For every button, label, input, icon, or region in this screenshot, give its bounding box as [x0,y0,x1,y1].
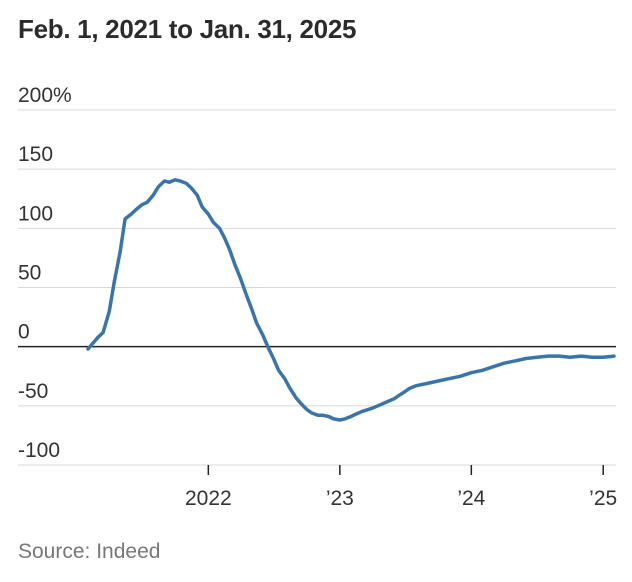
x-tick-label: ’25 [589,487,617,510]
x-tick-label: ’24 [457,487,485,510]
source-note: Source: Indeed [18,540,161,563]
series-lines [86,178,616,422]
y-tick-label: 50 [18,262,41,285]
x-axis-ticks: 2022 ’23 ’24 ’25 [185,465,617,510]
line-chart: 200% 150 100 50 0 -50 -100 2022 ’23 ’24 ’25 [18,84,617,510]
x-tick-label: 2022 [185,487,232,510]
y-tick-label: 100 [18,202,53,225]
y-tick-label: 0 [18,321,30,344]
y-axis-ticks: 200% 150 100 50 0 -50 -100 [18,84,72,462]
chart-title: Feb. 1, 2021 to Jan. 31, 2025 [18,14,357,44]
y-tick-label: -100 [18,439,60,462]
x-tick-label: ’23 [326,487,354,510]
y-tick-label: 200% [18,84,72,107]
series-line [86,178,616,422]
y-tick-label: 150 [18,143,53,166]
y-tick-label: -50 [18,380,48,403]
grid-lines [18,109,616,466]
